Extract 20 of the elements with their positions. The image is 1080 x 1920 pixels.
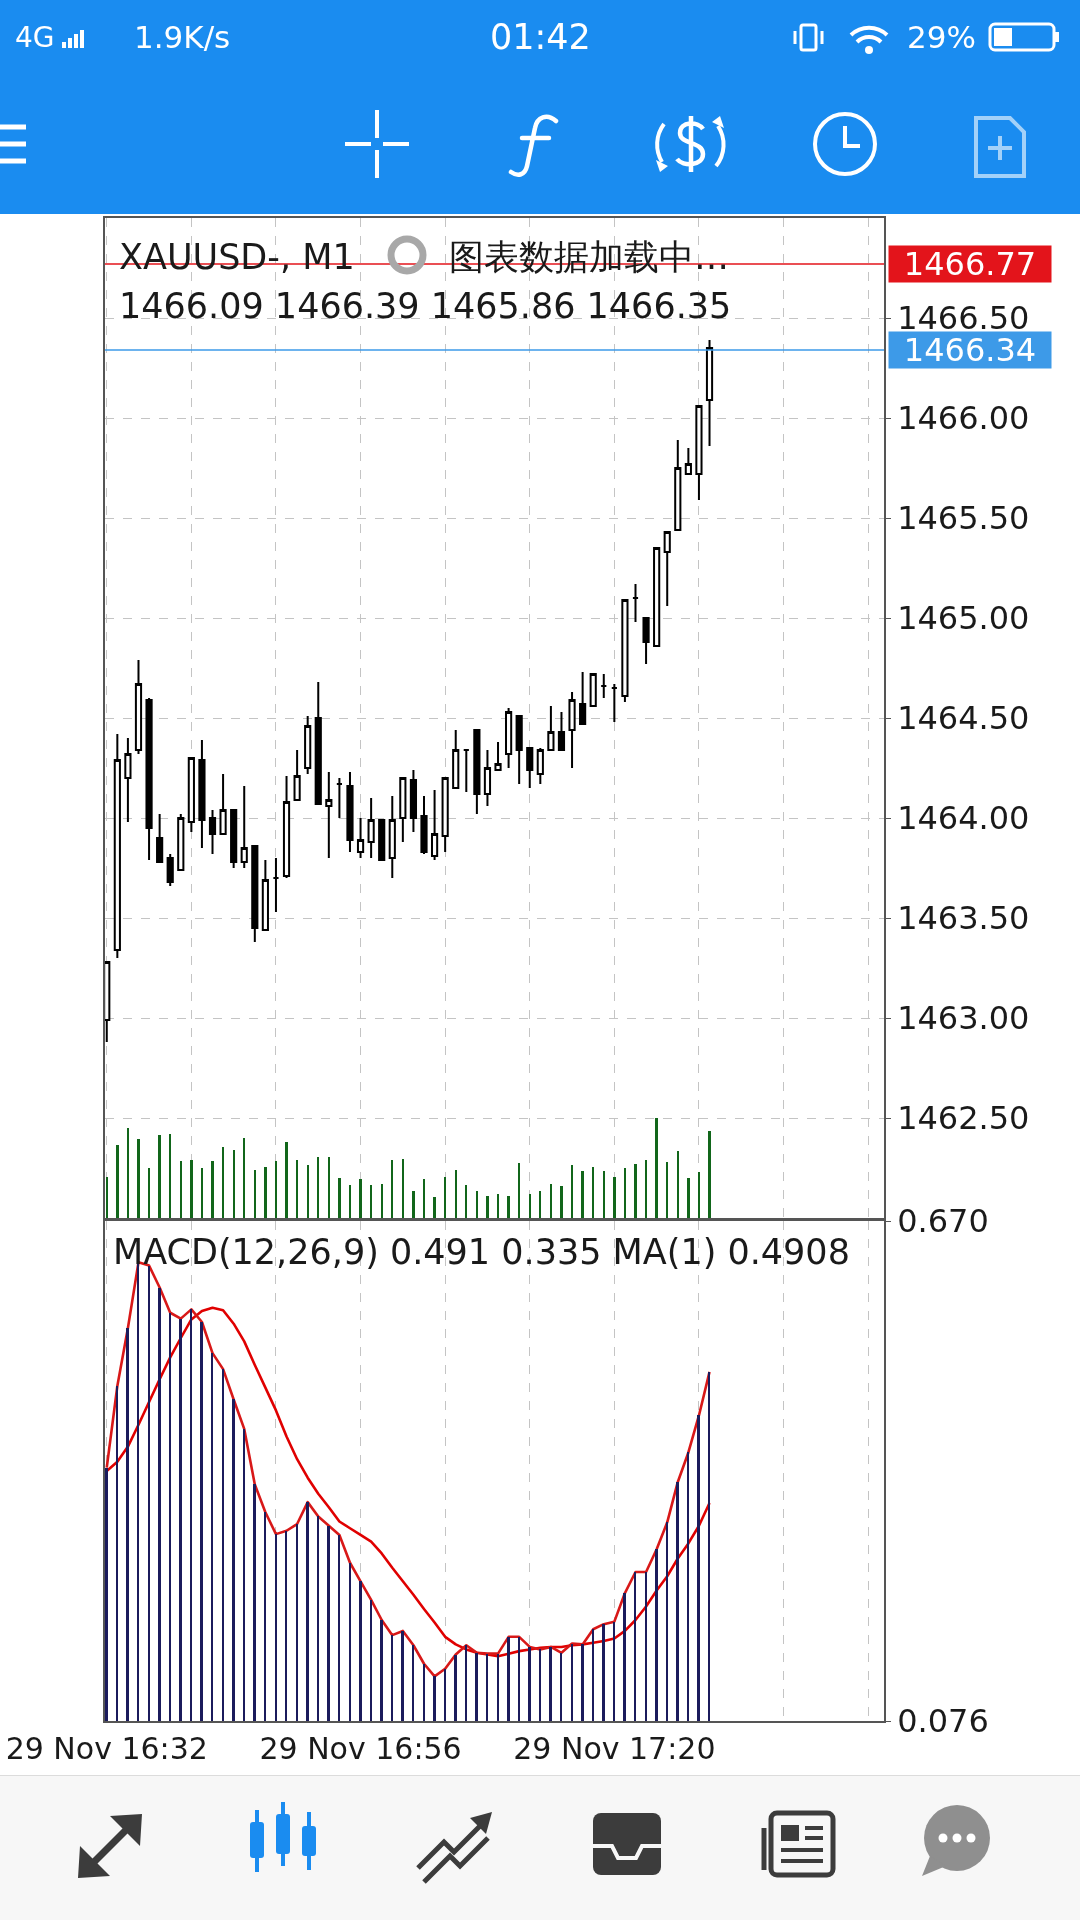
y-tick-label: 1463.00 bbox=[897, 999, 1030, 1038]
y-tick-label: 1462.50 bbox=[897, 1099, 1030, 1138]
y-tick-label: 1464.00 bbox=[897, 799, 1030, 838]
text: 4G bbox=[15, 21, 55, 54]
y-tick-label: 1464.50 bbox=[897, 699, 1030, 738]
text: 01:42 bbox=[490, 17, 591, 57]
ref-line-label: 1466.77 bbox=[903, 245, 1037, 283]
text: 29% bbox=[907, 19, 976, 55]
text: 1466.09 1466.39 1465.86 1466.35 bbox=[119, 286, 732, 326]
y-tick-label: 1465.50 bbox=[897, 499, 1030, 538]
x-tick-label: 29 Nov 17:20 bbox=[513, 1730, 716, 1766]
y-tick-label: 1463.50 bbox=[897, 899, 1030, 938]
text: 1.9K/s bbox=[134, 19, 231, 55]
y-tick-label: 0.670 bbox=[897, 1202, 989, 1241]
y-tick-label: 0.076 bbox=[897, 1702, 989, 1741]
x-tick-label: 29 Nov 16:32 bbox=[5, 1730, 208, 1766]
chart-title: MACD(12,26,9) 0.491 0.335 MA(1) 0.4908 bbox=[113, 1232, 850, 1272]
y-tick-label: 1465.00 bbox=[897, 599, 1030, 638]
x-tick-label: 29 Nov 16:56 bbox=[259, 1730, 462, 1766]
y-tick-label: 1466.00 bbox=[897, 399, 1030, 438]
